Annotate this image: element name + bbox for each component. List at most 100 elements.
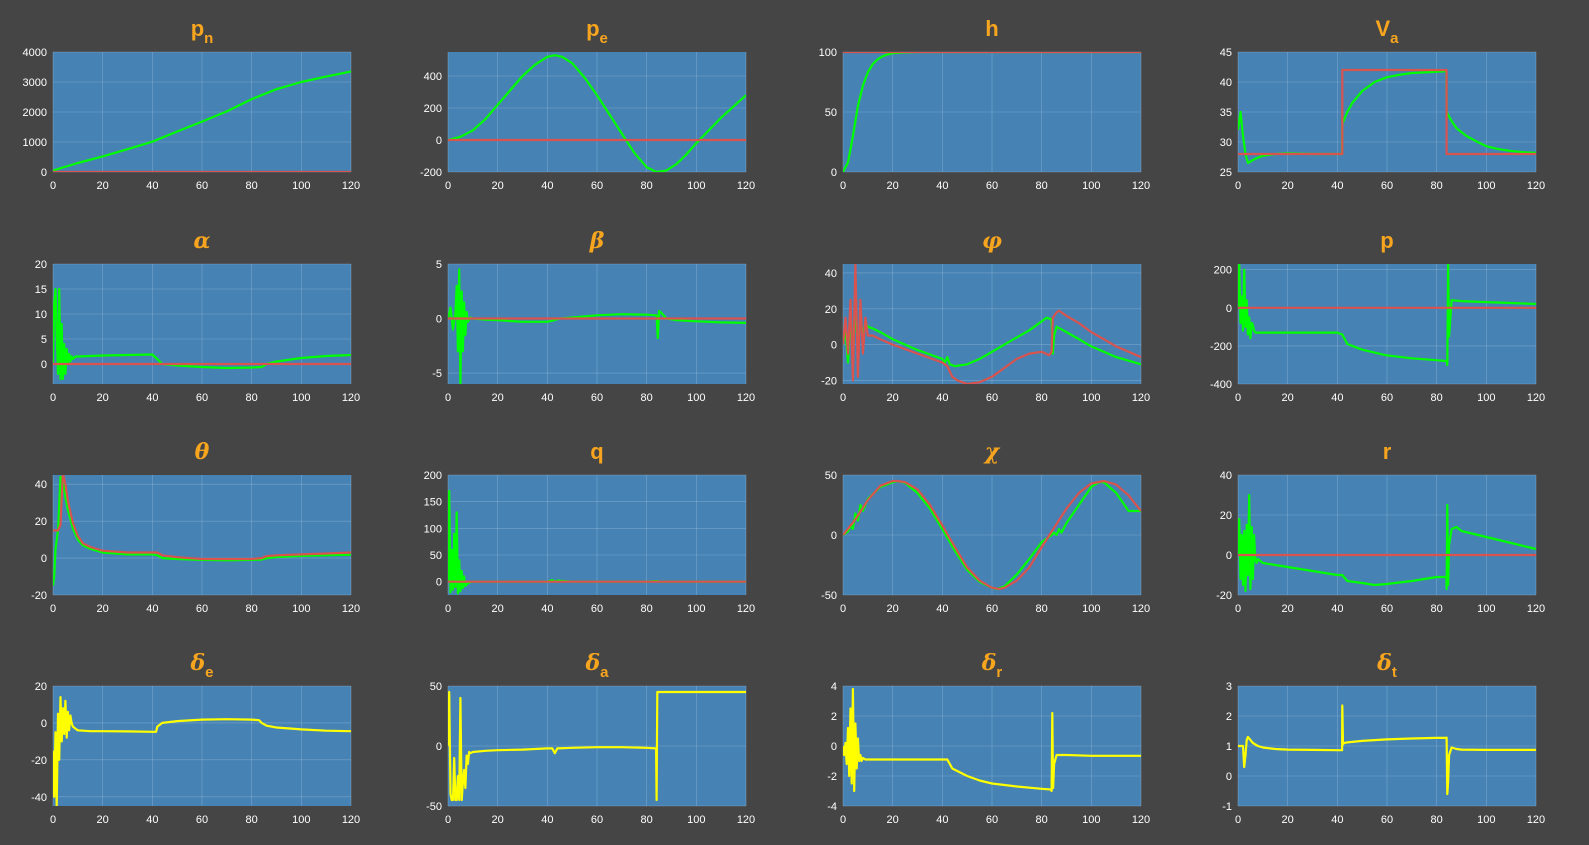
x-tick-label: 80	[1431, 392, 1443, 404]
x-tick-label: 20	[887, 180, 899, 192]
x-tick-label: 80	[1431, 603, 1443, 615]
chart-title: p	[1380, 228, 1393, 253]
y-tick-label: 3	[1226, 681, 1232, 693]
x-tick-label: 80	[1036, 603, 1048, 615]
x-tick-label: 60	[591, 180, 603, 192]
chart-title: φ	[982, 228, 1002, 254]
x-tick-label: 100	[1082, 392, 1100, 404]
y-tick-label: 200	[424, 470, 442, 482]
y-tick-label: 20	[35, 681, 47, 693]
y-tick-label: 0	[1226, 771, 1232, 783]
x-tick-label: 80	[641, 603, 653, 615]
y-tick-label: -400	[1210, 379, 1232, 391]
y-tick-label: 45	[1220, 47, 1232, 59]
x-tick-label: 0	[50, 603, 56, 615]
y-tick-label: 0	[831, 741, 837, 753]
y-tick-label: -1	[1222, 801, 1232, 813]
y-tick-label: 40	[1220, 77, 1232, 89]
x-tick-label: 60	[986, 180, 998, 192]
series-line-input	[1238, 704, 1536, 796]
x-tick-label: 60	[591, 814, 603, 826]
x-tick-label: 0	[840, 814, 846, 826]
x-tick-label: 40	[146, 603, 158, 615]
x-tick-label: 20	[97, 392, 109, 404]
x-tick-label: 20	[97, 814, 109, 826]
subplot-0: 0 20 40 60 80 100 120 0 1000 2000 3000 4000 pn	[23, 16, 361, 192]
x-tick-label: 120	[1132, 180, 1150, 192]
x-tick-label: 120	[1132, 603, 1150, 615]
x-tick-label: 100	[1082, 814, 1100, 826]
x-tick-label: 60	[1381, 603, 1393, 615]
chart-title: θ	[195, 439, 210, 465]
x-tick-label: 40	[936, 814, 948, 826]
x-tick-label: 40	[541, 392, 553, 404]
y-tick-label: 0	[831, 340, 837, 352]
subplot-9: 0 20 40 60 80 100 120 0 50 100 150 200 q	[424, 439, 756, 615]
x-tick-label: 20	[1282, 603, 1294, 615]
chart-title: δa	[584, 650, 609, 681]
x-tick-label: 0	[445, 180, 451, 192]
x-tick-label: 20	[1282, 392, 1294, 404]
x-tick-label: 0	[1235, 603, 1241, 615]
x-tick-label: 100	[687, 180, 705, 192]
y-tick-label: 40	[1220, 470, 1232, 482]
x-tick-label: 40	[146, 392, 158, 404]
x-tick-label: 20	[492, 180, 504, 192]
x-tick-label: 120	[1527, 180, 1545, 192]
x-tick-label: 60	[591, 392, 603, 404]
x-tick-label: 100	[1082, 603, 1100, 615]
y-tick-label: 0	[436, 741, 442, 753]
subplot-14: 0 20 40 60 80 100 120 -4 -2 0 2 4 δr	[827, 650, 1150, 826]
series-line-command	[53, 475, 351, 561]
chart-title: δr	[981, 650, 1003, 681]
series-line-input	[53, 696, 351, 806]
x-tick-label: 0	[840, 180, 846, 192]
y-tick-label: 200	[424, 103, 442, 115]
y-tick-label: -5	[432, 368, 442, 380]
y-tick-label: 20	[35, 516, 47, 528]
x-tick-label: 60	[986, 603, 998, 615]
x-tick-label: 80	[246, 814, 258, 826]
x-tick-label: 20	[1282, 814, 1294, 826]
x-tick-label: 20	[887, 392, 899, 404]
x-tick-label: 80	[1036, 180, 1048, 192]
x-tick-label: 100	[292, 814, 310, 826]
x-tick-label: 0	[445, 603, 451, 615]
chart-title-subscript: a	[1390, 30, 1399, 47]
x-tick-label: 120	[1527, 814, 1545, 826]
x-tick-label: 80	[641, 392, 653, 404]
series-line-input	[843, 687, 1141, 793]
chart-title: pe	[586, 16, 608, 47]
x-tick-label: 40	[936, 180, 948, 192]
x-tick-label: 80	[641, 180, 653, 192]
y-tick-label: 100	[424, 523, 442, 535]
chart-title: α	[194, 228, 211, 254]
y-tick-label: 0	[831, 530, 837, 542]
y-tick-label: 20	[825, 304, 837, 316]
y-tick-label: -50	[821, 590, 837, 602]
y-tick-label: 4000	[23, 47, 47, 59]
y-tick-label: 400	[424, 71, 442, 83]
y-tick-label: 0	[1226, 303, 1232, 315]
y-tick-label: 1	[1226, 741, 1232, 753]
x-tick-label: 20	[1282, 180, 1294, 192]
x-tick-label: 80	[246, 392, 258, 404]
series-line-input	[448, 690, 746, 802]
series-line-state	[1238, 70, 1536, 165]
x-tick-label: 40	[936, 603, 948, 615]
x-tick-label: 40	[1331, 814, 1343, 826]
x-tick-label: 120	[737, 392, 755, 404]
series-line-command	[843, 264, 1141, 384]
chart-title: Va	[1375, 16, 1399, 47]
y-tick-label: -4	[827, 801, 837, 813]
chart-title: δt	[1376, 650, 1397, 681]
series-line-command	[843, 479, 1141, 591]
x-tick-label: 40	[1331, 180, 1343, 192]
y-tick-label: 0	[41, 718, 47, 730]
x-tick-label: 100	[1477, 180, 1495, 192]
y-tick-label: 150	[424, 497, 442, 509]
x-tick-label: 0	[1235, 392, 1241, 404]
